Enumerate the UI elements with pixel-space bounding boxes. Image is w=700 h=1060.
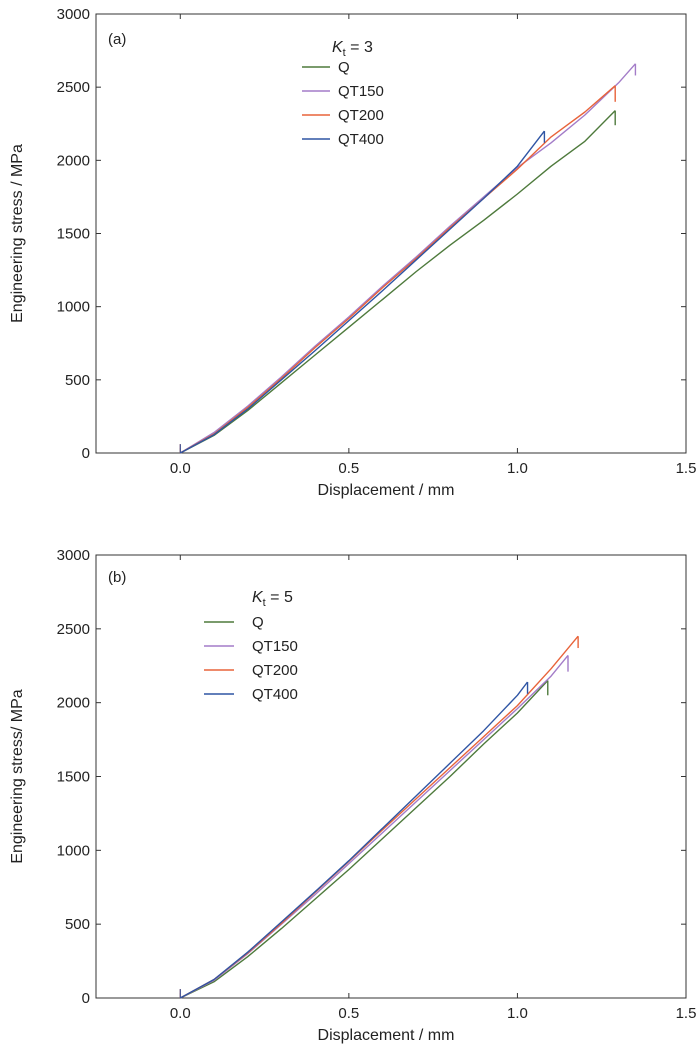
panel-label: (a) <box>108 31 126 48</box>
legend-title-symbol: K <box>252 589 264 606</box>
series-line-qt200 <box>179 85 616 454</box>
y-tick-label: 1500 <box>57 769 90 786</box>
legend-title-subscript: t <box>263 597 266 609</box>
legend-title-subscript: t <box>343 47 346 59</box>
series-line-qt150 <box>179 654 569 999</box>
panel-label: (b) <box>108 569 126 586</box>
legend-entry-label: QT400 <box>252 686 298 703</box>
y-tick-label: 2500 <box>57 79 90 96</box>
x-tick-label: 1.5 <box>676 1005 697 1022</box>
series-line-qt200 <box>179 635 579 999</box>
x-tick-label: 1.5 <box>676 460 697 477</box>
y-tick-label: 1500 <box>57 226 90 243</box>
x-tick-label: 0.5 <box>338 460 359 477</box>
plot-frame <box>95 13 687 454</box>
x-tick-label: 1.0 <box>507 1005 528 1022</box>
series-line-qt400 <box>179 130 545 454</box>
y-tick-label: 2000 <box>57 695 90 712</box>
y-axis-label: Engineering stress/ MPa <box>9 689 26 863</box>
legend-title-rest: = 3 <box>346 39 373 56</box>
legend-entry-label: QT150 <box>338 83 384 100</box>
y-axis-label: Engineering stress / MPa <box>9 144 26 323</box>
x-tick-label: 1.0 <box>507 460 528 477</box>
legend-entry-label: Q <box>252 614 264 631</box>
series-line-q <box>179 680 549 999</box>
legend-entry-label: QT200 <box>252 662 298 679</box>
x-axis-label: Displacement / mm <box>318 482 455 499</box>
x-axis-label: Displacement / mm <box>318 1027 455 1044</box>
x-tick-label: 0.0 <box>170 460 191 477</box>
y-tick-label: 1000 <box>57 842 90 859</box>
y-tick-label: 2000 <box>57 152 90 169</box>
y-tick-label: 2500 <box>57 621 90 638</box>
chart-panel-a: 0.0 0.5 1.0 1.5 0 500 1000 1500 2000 2500 3000 Disp… <box>9 6 696 499</box>
series-line-q <box>179 110 616 454</box>
y-tick-label: 500 <box>65 916 90 933</box>
legend-title-rest: = 5 <box>266 589 293 606</box>
y-tick-label: 500 <box>65 372 90 389</box>
chart-panel-b: 0.0 0.5 1.0 1.5 0 500 1000 1500 2000 2500 3000 Disp… <box>9 547 696 1044</box>
legend-entry-label: QT150 <box>252 638 298 655</box>
y-tick-label: 0 <box>82 990 90 1007</box>
legend-entry-label: QT200 <box>338 107 384 124</box>
legend-title: Kt = 3 <box>332 39 373 59</box>
legend-title-symbol: K <box>332 39 344 56</box>
x-tick-label: 0.5 <box>338 1005 359 1022</box>
y-tick-label: 0 <box>82 445 90 462</box>
series-line-qt400 <box>179 681 529 999</box>
x-tick-label: 0.0 <box>170 1005 191 1022</box>
y-tick-label: 3000 <box>57 547 90 564</box>
legend-entry-label: Q <box>338 59 350 76</box>
series-line-qt150 <box>179 63 636 454</box>
y-tick-label: 1000 <box>57 299 90 316</box>
y-tick-label: 3000 <box>57 6 90 23</box>
plot-frame <box>95 554 687 999</box>
legend-entry-label: QT400 <box>338 131 384 148</box>
legend-title: Kt = 5 <box>252 589 293 609</box>
